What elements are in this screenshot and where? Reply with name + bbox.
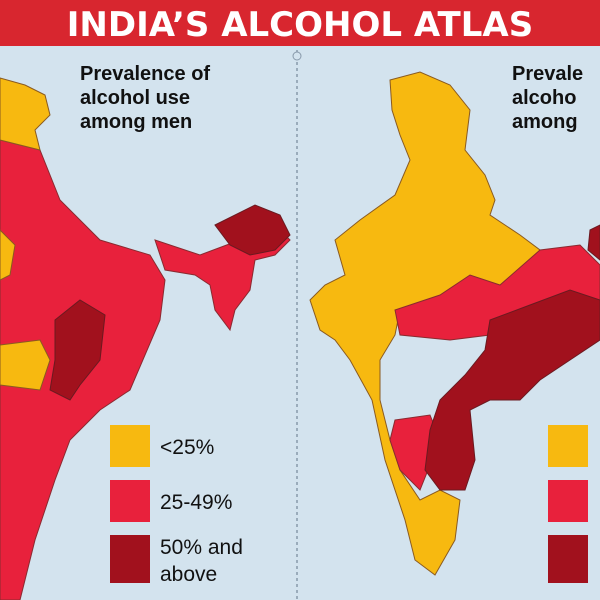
right-map [309,71,600,576]
subtitle: among men [80,111,192,133]
legend-swatch [110,480,150,522]
region [0,229,16,281]
subtitle: Prevale [512,63,583,85]
subtitle: alcohol use [80,87,190,109]
legend-label: above [160,563,217,586]
region [587,224,600,261]
title-bar [0,0,600,46]
legend-swatch [110,425,150,467]
legend-swatch [548,425,588,467]
legend-label: 50% and [160,536,243,559]
legend-label: <25% [160,436,214,459]
subtitle: alcoho [512,87,576,109]
region [0,77,51,151]
region [309,71,541,576]
region [424,289,600,491]
title: INDIA’S ALCOHOL ATLAS [67,5,533,45]
legend-swatch [548,535,588,583]
legend-swatch [110,535,150,583]
region [214,204,291,256]
subtitle: Prevalence of [80,63,210,85]
region [49,299,106,401]
legend-swatch [548,480,588,522]
left-map [0,77,291,600]
legend-label: 25-49% [160,491,232,514]
divider-knob [292,51,302,61]
subtitle: among [512,111,578,133]
region [394,244,600,341]
region [0,339,51,391]
